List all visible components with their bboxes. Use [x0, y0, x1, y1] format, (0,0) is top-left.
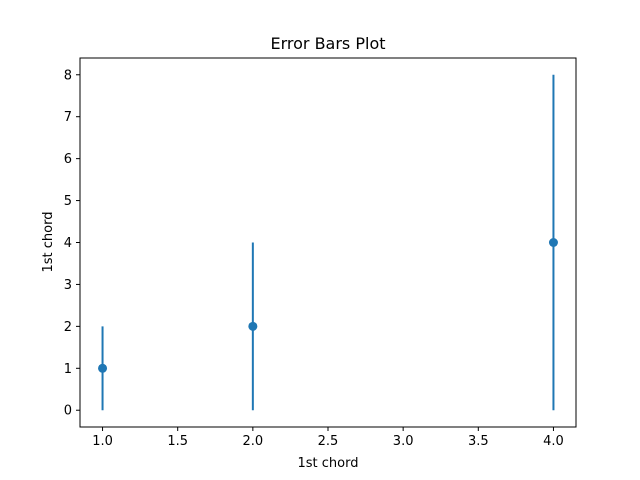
x-tick-label: 4.0: [543, 434, 564, 449]
x-tick-label: 1.5: [167, 434, 188, 449]
data-point: [548, 238, 558, 247]
x-axis-label: 1st chord: [298, 456, 359, 471]
y-tick-label: 7: [64, 110, 72, 125]
y-tick-label: 8: [64, 68, 72, 83]
x-tick-label: 1.0: [92, 434, 113, 449]
y-tick-label: 3: [64, 278, 72, 293]
y-axis: 0 1 2 3 4 5 6 7 8: [64, 68, 80, 419]
x-tick-label: 2.0: [243, 434, 264, 449]
y-tick-label: 6: [64, 152, 72, 167]
y-tick-label: 5: [64, 194, 72, 209]
y-axis-label: 1st chord: [41, 212, 56, 273]
y-tick-label: 0: [64, 404, 72, 419]
data-point: [248, 321, 258, 331]
y-tick-label: 1: [64, 362, 72, 377]
chart-title: Error Bars Plot: [270, 34, 385, 53]
x-tick-label: 3.5: [468, 434, 489, 449]
plot-area: [98, 74, 558, 411]
x-tick-label: 3.0: [393, 434, 414, 449]
x-tick-label: 2.5: [318, 434, 339, 449]
axes-frame: [79, 57, 577, 428]
y-tick-label: 4: [64, 236, 72, 251]
data-point: [98, 363, 108, 373]
x-axis: 1.0 1.5 2.0 2.5 3.0 3.5 4.0: [92, 427, 564, 449]
y-tick-label: 2: [64, 320, 72, 335]
